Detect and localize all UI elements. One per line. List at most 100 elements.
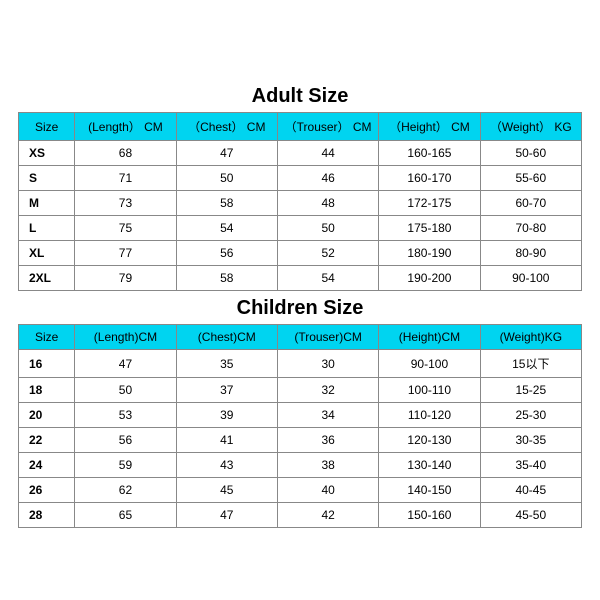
cell-trouser: 42 [277,503,378,528]
cell-chest: 47 [176,141,277,166]
cell-length: 62 [75,478,176,503]
children-col-length: (Length)CM [75,325,176,350]
adult-col-size: Size [19,113,75,141]
cell-weight: 25-30 [480,403,581,428]
cell-size: 16 [19,350,75,378]
table-row: XL 77 56 52 180-190 80-90 [19,241,582,266]
cell-trouser: 46 [277,166,378,191]
cell-size: 28 [19,503,75,528]
cell-trouser: 30 [277,350,378,378]
cell-chest: 47 [176,503,277,528]
cell-size: XL [19,241,75,266]
children-section: Children Size Size (Length)CM (Chest)CM … [18,297,582,528]
cell-size: S [19,166,75,191]
cell-height: 175-180 [379,216,480,241]
cell-chest: 45 [176,478,277,503]
children-col-height: (Height)CM [379,325,480,350]
cell-height: 90-100 [379,350,480,378]
cell-trouser: 54 [277,266,378,291]
children-col-trouser: (Trouser)CM [277,325,378,350]
table-row: 2XL 79 58 54 190-200 90-100 [19,266,582,291]
table-row: L 75 54 50 175-180 70-80 [19,216,582,241]
cell-height: 150-160 [379,503,480,528]
cell-chest: 50 [176,166,277,191]
cell-height: 180-190 [379,241,480,266]
children-title: Children Size [18,297,582,320]
children-tbody: 16 47 35 30 90-100 15以下 18 50 37 32 100-… [19,350,582,528]
cell-length: 71 [75,166,176,191]
cell-chest: 37 [176,378,277,403]
cell-length: 59 [75,453,176,478]
table-row: 22 56 41 36 120-130 30-35 [19,428,582,453]
cell-size: XS [19,141,75,166]
adult-col-length: (Length） CM [75,113,176,141]
cell-length: 77 [75,241,176,266]
cell-chest: 56 [176,241,277,266]
cell-size: 26 [19,478,75,503]
cell-trouser: 36 [277,428,378,453]
cell-size: M [19,191,75,216]
cell-trouser: 44 [277,141,378,166]
cell-chest: 39 [176,403,277,428]
cell-height: 100-110 [379,378,480,403]
cell-trouser: 50 [277,216,378,241]
adult-tbody: XS 68 47 44 160-165 50-60 S 71 50 46 160… [19,141,582,291]
cell-weight: 90-100 [480,266,581,291]
cell-height: 160-165 [379,141,480,166]
cell-size: 18 [19,378,75,403]
table-row: S 71 50 46 160-170 55-60 [19,166,582,191]
table-row: XS 68 47 44 160-165 50-60 [19,141,582,166]
children-col-chest: (Chest)CM [176,325,277,350]
cell-weight: 40-45 [480,478,581,503]
cell-trouser: 52 [277,241,378,266]
cell-length: 79 [75,266,176,291]
cell-height: 130-140 [379,453,480,478]
cell-weight: 35-40 [480,453,581,478]
cell-height: 120-130 [379,428,480,453]
cell-height: 190-200 [379,266,480,291]
cell-trouser: 40 [277,478,378,503]
cell-trouser: 32 [277,378,378,403]
adult-table: Size (Length） CM （Chest） CM （Trouser） CM… [18,112,582,291]
adult-section: Adult Size Size (Length） CM （Chest） CM （… [18,85,582,291]
cell-height: 172-175 [379,191,480,216]
cell-trouser: 48 [277,191,378,216]
cell-weight: 55-60 [480,166,581,191]
cell-height: 110-120 [379,403,480,428]
cell-size: 20 [19,403,75,428]
cell-trouser: 38 [277,453,378,478]
adult-col-weight: （Weight） KG [480,113,581,141]
cell-length: 53 [75,403,176,428]
size-chart-container: Adult Size Size (Length） CM （Chest） CM （… [18,85,582,528]
table-row: 28 65 47 42 150-160 45-50 [19,503,582,528]
table-row: 24 59 43 38 130-140 35-40 [19,453,582,478]
cell-chest: 58 [176,191,277,216]
cell-trouser: 34 [277,403,378,428]
table-row: 20 53 39 34 110-120 25-30 [19,403,582,428]
adult-header-row: Size (Length） CM （Chest） CM （Trouser） CM… [19,113,582,141]
adult-col-height: （Height） CM [379,113,480,141]
cell-size: 22 [19,428,75,453]
cell-height: 160-170 [379,166,480,191]
cell-size: 2XL [19,266,75,291]
table-row: 26 62 45 40 140-150 40-45 [19,478,582,503]
cell-length: 65 [75,503,176,528]
table-row: 18 50 37 32 100-110 15-25 [19,378,582,403]
cell-chest: 58 [176,266,277,291]
cell-weight: 80-90 [480,241,581,266]
cell-length: 73 [75,191,176,216]
cell-weight: 15-25 [480,378,581,403]
cell-length: 75 [75,216,176,241]
cell-chest: 54 [176,216,277,241]
cell-weight: 60-70 [480,191,581,216]
cell-weight: 45-50 [480,503,581,528]
cell-length: 47 [75,350,176,378]
children-header-row: Size (Length)CM (Chest)CM (Trouser)CM (H… [19,325,582,350]
cell-chest: 35 [176,350,277,378]
cell-size: L [19,216,75,241]
table-row: 16 47 35 30 90-100 15以下 [19,350,582,378]
cell-size: 24 [19,453,75,478]
cell-weight: 15以下 [480,350,581,378]
cell-chest: 41 [176,428,277,453]
cell-length: 68 [75,141,176,166]
